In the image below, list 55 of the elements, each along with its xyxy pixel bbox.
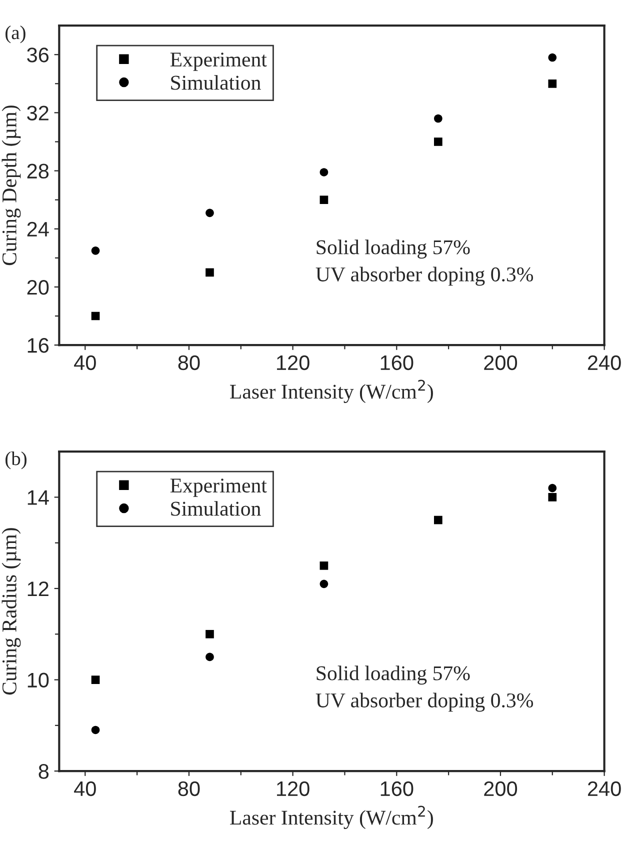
x-tick-label: 240 xyxy=(588,781,621,796)
point xyxy=(91,726,100,734)
y-tick-label: 36 xyxy=(27,48,49,62)
point xyxy=(91,246,100,255)
annotation: UV absorber doping 0.3% xyxy=(316,692,534,712)
legend-label: Experiment xyxy=(170,478,267,497)
point xyxy=(548,79,557,88)
annotation: Solid loading 57% xyxy=(316,666,470,685)
y-tick-label: 12 xyxy=(28,581,48,596)
point xyxy=(434,138,442,146)
x-tick-label: 200 xyxy=(484,355,518,370)
y-axis-title: Curing Depth (µm) xyxy=(2,106,21,266)
point xyxy=(320,196,328,204)
x-tick-label: 160 xyxy=(380,355,414,370)
text: (a) xyxy=(6,26,26,44)
x-tick-label: 240 xyxy=(588,355,621,370)
y-tick-label: 24 xyxy=(27,222,49,236)
point xyxy=(434,114,442,123)
point xyxy=(320,562,328,570)
point xyxy=(320,168,328,176)
x-tick-label: 200 xyxy=(484,781,518,796)
y-tick-label: 10 xyxy=(28,672,49,688)
x-tick-label: 40 xyxy=(74,781,96,796)
y-tick-label: 14 xyxy=(28,490,49,505)
point xyxy=(206,268,214,277)
y-tick-label: 28 xyxy=(27,164,49,179)
x-axis-title: Laser Intensity (W/cm$^{2}$) xyxy=(230,806,433,830)
x-tick-label: 120 xyxy=(277,781,310,796)
point xyxy=(206,630,214,638)
point xyxy=(548,493,557,502)
y-tick-label: 32 xyxy=(27,106,48,120)
point xyxy=(548,484,557,492)
point xyxy=(206,652,214,662)
legend-label: Simulation xyxy=(171,501,261,516)
x-tick-label: 120 xyxy=(277,355,310,370)
x-tick-label: 80 xyxy=(178,355,200,370)
legend-label: Experiment xyxy=(170,52,267,71)
x-axis-title: Laser Intensity (W/cm$^{2}$) xyxy=(230,380,433,404)
x-tick-label: 160 xyxy=(380,781,414,796)
point xyxy=(434,516,442,524)
annotation: Solid loading 57% xyxy=(316,240,470,259)
legend-label: Simulation xyxy=(171,75,261,90)
x-tick-label: 80 xyxy=(178,781,200,796)
point xyxy=(206,208,214,218)
y-tick-label: 8 xyxy=(38,764,49,779)
y-tick-label: 16 xyxy=(28,338,49,353)
y-axis-title: Curing Radius (µm) xyxy=(2,528,21,695)
point xyxy=(320,580,328,588)
y-tick-label: 20 xyxy=(27,280,49,295)
point xyxy=(91,312,100,320)
point xyxy=(548,53,557,62)
annotation: UV absorber doping 0.3% xyxy=(316,266,534,286)
x-tick-label: 40 xyxy=(74,355,96,370)
point xyxy=(91,676,100,684)
text: (b) xyxy=(6,452,26,470)
